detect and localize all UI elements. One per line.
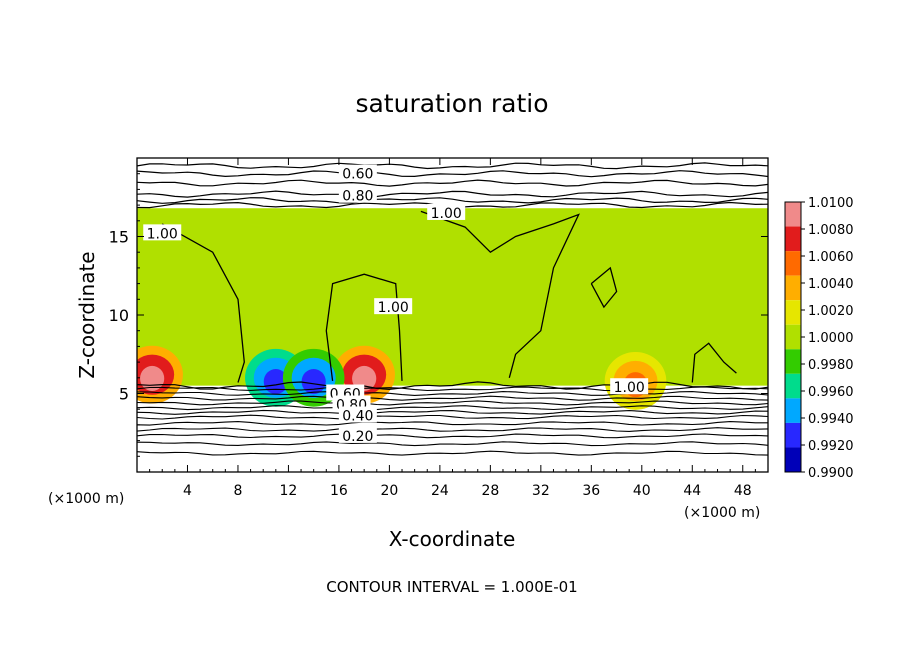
contour-label-bg xyxy=(143,224,182,241)
contour-label-bg xyxy=(338,406,377,423)
colorbar-swatch xyxy=(785,324,801,350)
field-patch-core xyxy=(263,369,288,395)
moist-layer xyxy=(137,208,768,386)
contour-line-lower xyxy=(137,414,768,420)
contour-line-upper xyxy=(137,179,768,187)
x-tick-label: 48 xyxy=(734,483,752,499)
x-tick-label: 24 xyxy=(431,483,449,499)
y-tick-label: 15 xyxy=(109,228,129,247)
colorbar-swatch xyxy=(785,447,801,472)
colorbar-label: 1.0040 xyxy=(808,277,854,292)
contour-line-interior xyxy=(325,273,403,381)
x-axis-ticks: 4 8 12 16 20 24 28 32 36 40 44 48 xyxy=(149,158,756,499)
contour-line-interior xyxy=(691,342,737,383)
field-patch-core xyxy=(301,369,326,395)
colorbar-swatch xyxy=(785,226,801,252)
contour-line-lower xyxy=(137,386,768,392)
colorbar-swatch xyxy=(785,422,801,448)
contour-line-lower xyxy=(137,450,768,456)
colorbar-swatch xyxy=(785,251,801,276)
contour-line-lower xyxy=(137,441,768,447)
colorbar-swatch xyxy=(785,373,801,399)
colorbar-swatch xyxy=(785,300,801,325)
colorbar-label: 0.9980 xyxy=(808,358,854,373)
colorbar-swatch xyxy=(785,398,801,423)
contour-label-bg xyxy=(338,426,377,443)
contour-label: 0.80 xyxy=(342,189,373,205)
contour-line-upper xyxy=(137,197,768,204)
contour-line-lower xyxy=(137,400,768,406)
colorbar: 1.0100 1.0080 1.0060 1.0040 1.0020 1.0000 0.99… xyxy=(784,196,854,481)
contour-label-bg xyxy=(338,164,377,181)
x-tick-label: 20 xyxy=(380,483,398,499)
colorbar-label: 0.9940 xyxy=(808,412,854,427)
contour-line-lower xyxy=(137,409,768,415)
colorbar-label: 0.9920 xyxy=(808,439,854,454)
colorbar-label: 0.9900 xyxy=(808,466,854,481)
contour-line-lower xyxy=(137,421,768,426)
contour-label-bg xyxy=(610,378,649,395)
contour-line-lower xyxy=(137,405,768,411)
contour-label: 1.00 xyxy=(431,206,462,222)
y-axis-ticks: 5 10 15 xyxy=(109,173,768,457)
x-tick-label: 40 xyxy=(633,483,651,499)
y-tick-label: 10 xyxy=(109,306,129,325)
x-tick-label: 16 xyxy=(330,483,348,499)
colorbar-label: 0.9960 xyxy=(808,385,854,400)
contour-label: 1.00 xyxy=(378,300,409,316)
colorbar-swatch xyxy=(785,202,801,227)
contour-label: 1.00 xyxy=(614,380,645,396)
x-tick-label: 32 xyxy=(532,483,550,499)
x-tick-label: 28 xyxy=(481,483,499,499)
contour-line-base xyxy=(137,381,768,391)
contour-line-upper xyxy=(137,170,768,178)
contour-label: 0.40 xyxy=(342,408,373,424)
colorbar-label: 1.0060 xyxy=(808,250,854,265)
y-tick-label: 5 xyxy=(119,385,129,404)
contour-label: 0.60 xyxy=(342,167,373,183)
chart-title: saturation ratio xyxy=(355,89,548,118)
colorbar-label: 1.0080 xyxy=(808,223,854,238)
x-axis-label: X-coordinate xyxy=(389,527,516,551)
contour-line-lower xyxy=(137,427,768,432)
contour-line-upper xyxy=(137,190,768,198)
contour-label-bg xyxy=(427,203,466,220)
y-axis-label: Z-coordinate xyxy=(75,251,99,378)
x-tick-label: 4 xyxy=(183,483,192,499)
contour-line-lower xyxy=(137,433,768,439)
colorbar-swatch xyxy=(785,275,801,301)
contour-line-interior xyxy=(590,266,618,309)
contour-labels: 0.600.801.001.001.001.000.600.800.400.20 xyxy=(143,164,649,445)
contour-interval-note: CONTOUR INTERVAL = 1.000E-01 xyxy=(326,578,577,596)
contour-line-upper xyxy=(137,162,768,170)
contour-line-interior xyxy=(420,210,580,378)
contour-label-bg xyxy=(374,298,413,315)
contour-label: 0.20 xyxy=(342,429,373,445)
contour-line-interior xyxy=(161,223,245,383)
colorbar-swatch xyxy=(785,349,801,374)
contour-line-lower xyxy=(137,395,768,401)
contour-line-lower xyxy=(137,391,768,396)
colorbar-label: 1.0100 xyxy=(808,196,854,211)
x-tick-label: 12 xyxy=(280,483,298,499)
x-tick-label: 8 xyxy=(233,483,242,499)
x-unit-left: (×1000 m) xyxy=(48,491,124,507)
x-tick-label: 44 xyxy=(683,483,701,499)
contour-label: 1.00 xyxy=(147,226,178,242)
colorbar-label: 1.0020 xyxy=(808,304,854,319)
contour-label-bg xyxy=(338,186,377,203)
colorbar-label: 1.0000 xyxy=(808,331,854,346)
x-unit-right: (×1000 m) xyxy=(684,505,760,521)
heatmap-field xyxy=(137,208,768,410)
x-tick-label: 36 xyxy=(582,483,600,499)
